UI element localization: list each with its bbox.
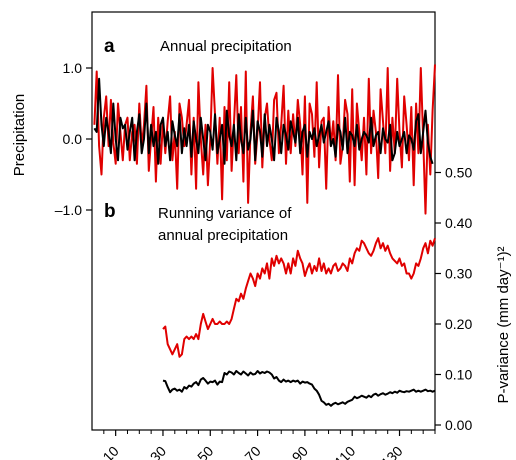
panel-b-ylabel: P-variance (mm day⁻¹)² <box>495 246 512 403</box>
panel-a-series-black <box>93 77 434 165</box>
panel-a-title: Annual precipitation <box>160 38 292 55</box>
plot-frame <box>91 11 436 431</box>
panel-b-ytick-label: 0.10 <box>445 367 472 383</box>
xtick-label: 110 <box>331 443 358 460</box>
panel-b-ytick-label: 0.30 <box>445 266 472 282</box>
panel-b-ytick-label: 0.40 <box>445 215 472 231</box>
panel-a-ytick-label: 1.0 <box>63 60 83 76</box>
xtick-label: 70 <box>241 443 263 460</box>
panel-b-series-black <box>162 370 436 407</box>
panel-a-series-red <box>93 64 436 215</box>
panel-a-ytick-label: –1.0 <box>55 202 82 218</box>
panel-a-ylabel: Precipitation <box>11 94 28 177</box>
panel-b-title-line-1: Running variance of <box>158 205 292 222</box>
xtick-label: 10 <box>99 443 121 460</box>
panel-a-ytick-label: 0.0 <box>63 131 83 147</box>
panel-b-ytick-label: 0.50 <box>445 165 472 181</box>
xtick-label: 30 <box>147 443 169 460</box>
panel-b-ytick-label: 0.00 <box>445 417 472 433</box>
panel-b-title-line-2: annual precipitation <box>158 227 288 244</box>
xtick-label: 90 <box>289 443 311 460</box>
panel-b-series-red <box>162 237 436 358</box>
panel-b-ytick-label: 0.20 <box>445 316 472 332</box>
panel-b-letter: b <box>104 201 116 222</box>
xtick-label: 50 <box>194 443 216 460</box>
panel-a-letter: a <box>104 36 115 57</box>
xtick-label: 130 <box>378 443 406 460</box>
